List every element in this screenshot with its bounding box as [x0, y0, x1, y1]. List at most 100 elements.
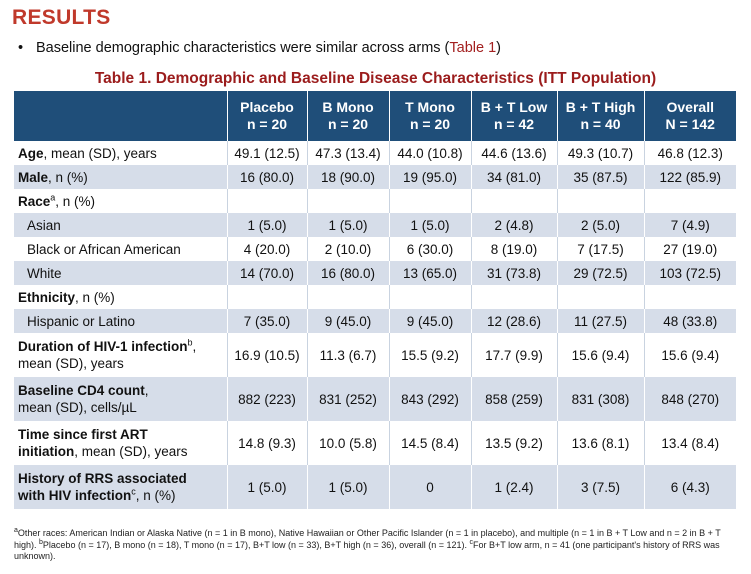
table-row-male: Male, n (%) 16 (80.0) 18 (90.0) 19 (95.0…: [14, 165, 736, 189]
row-label: Hispanic or Latino: [14, 309, 227, 333]
table-reference-link[interactable]: Table 1: [449, 40, 497, 56]
cell: 7 (17.5): [556, 237, 644, 261]
bullet-text: Baseline demographic characteristics wer…: [36, 40, 450, 56]
cell: 2 (4.8): [470, 213, 557, 237]
cell: 27 (19.0): [643, 237, 736, 261]
bullet-marker: •: [18, 40, 24, 56]
table-row-asian: Asian 1 (5.0) 1 (5.0) 1 (5.0) 2 (4.8) 2 …: [14, 213, 736, 237]
cell: 1 (5.0): [226, 213, 307, 237]
bullet-summary: • Baseline demographic characteristics we…: [18, 40, 501, 56]
table-row-black: Black or African American 4 (20.0) 2 (10…: [14, 237, 736, 261]
cell: 44.0 (10.8): [388, 141, 471, 165]
cell: [470, 285, 557, 309]
header-overall: Overall N = 142: [643, 91, 736, 141]
cell: 831 (308): [556, 377, 644, 421]
cell: 29 (72.5): [556, 261, 644, 285]
row-label: Baseline CD4 count, mean (SD), cells/µL: [14, 377, 227, 421]
cell: 8 (19.0): [470, 237, 557, 261]
table-row-cd4: Baseline CD4 count, mean (SD), cells/µL 8…: [14, 377, 736, 421]
table-row-white: White 14 (70.0) 16 (80.0) 13 (65.0) 31 (…: [14, 261, 736, 285]
cell: [643, 285, 736, 309]
table-row-race: Racea, n (%): [14, 189, 736, 213]
row-label: Asian: [14, 213, 227, 237]
table-footnote: aOther races: American Indian or Alaska …: [14, 527, 721, 561]
header-t-mono: T Mono n = 20: [388, 91, 471, 141]
cell: 16 (80.0): [306, 261, 389, 285]
cell: 12 (28.6): [470, 309, 557, 333]
row-label: Duration of HIV-1 infectionb, mean (SD), …: [14, 333, 227, 377]
cell: [306, 285, 389, 309]
cell: 1 (5.0): [388, 213, 471, 237]
table-title: Table 1. Demographic and Baseline Diseas…: [94, 70, 657, 87]
table-row-hispanic: Hispanic or Latino 7 (35.0) 9 (45.0) 9 (…: [14, 309, 736, 333]
results-heading: RESULTS: [12, 6, 111, 29]
cell: 17.7 (9.9): [470, 333, 557, 377]
table-row-ethnicity: Ethnicity, n (%): [14, 285, 736, 309]
row-label: Racea, n (%): [14, 189, 227, 213]
cell: 6 (30.0): [388, 237, 471, 261]
cell: 882 (223): [226, 377, 307, 421]
row-label: Time since first ART initiation, mean (SD…: [14, 421, 227, 465]
cell: 13.6 (8.1): [556, 421, 644, 465]
cell: [556, 285, 644, 309]
table-row-art: Time since first ART initiation, mean (SD…: [14, 421, 736, 465]
cell: 103 (72.5): [643, 261, 736, 285]
cell: [226, 285, 307, 309]
table-row-age: Age, mean (SD), years 49.1 (12.5) 47.3 (…: [14, 141, 736, 165]
cell: 9 (45.0): [388, 309, 471, 333]
cell: 858 (259): [470, 377, 557, 421]
cell: 11.3 (6.7): [306, 333, 389, 377]
cell: 848 (270): [643, 377, 736, 421]
cell: [556, 189, 644, 213]
header-bt-high: B + T High n = 40: [556, 91, 644, 141]
cell: [388, 189, 471, 213]
cell: 49.1 (12.5): [226, 141, 307, 165]
header-b-mono: B Mono n = 20: [306, 91, 389, 141]
cell: 15.6 (9.4): [643, 333, 736, 377]
cell: [306, 189, 389, 213]
cell: [643, 189, 736, 213]
cell: 16 (80.0): [226, 165, 307, 189]
row-label: Black or African American: [14, 237, 227, 261]
header-blank: [14, 91, 227, 141]
cell: 2 (10.0): [306, 237, 389, 261]
cell: 13.4 (8.4): [643, 421, 736, 465]
cell: 1 (5.0): [306, 213, 389, 237]
cell: 1 (2.4): [470, 465, 557, 509]
row-label: Ethnicity, n (%): [14, 285, 227, 309]
cell: 15.6 (9.4): [556, 333, 644, 377]
cell: 1 (5.0): [306, 465, 389, 509]
row-label: History of RRS associated with HIV infect…: [14, 465, 227, 509]
cell: 3 (7.5): [556, 465, 644, 509]
cell: 14.8 (9.3): [226, 421, 307, 465]
cell: 14 (70.0): [226, 261, 307, 285]
cell: [388, 285, 471, 309]
cell: 2 (5.0): [556, 213, 644, 237]
cell: 15.5 (9.2): [388, 333, 471, 377]
cell: 18 (90.0): [306, 165, 389, 189]
cell: 35 (87.5): [556, 165, 644, 189]
cell: 47.3 (13.4): [306, 141, 389, 165]
bullet-close: ): [496, 40, 501, 56]
header-placebo: Placebo n = 20: [226, 91, 307, 141]
cell: 31 (73.8): [470, 261, 557, 285]
cell: 122 (85.9): [643, 165, 736, 189]
cell: 9 (45.0): [306, 309, 389, 333]
row-label: Male, n (%): [14, 165, 227, 189]
row-label: Age, mean (SD), years: [14, 141, 227, 165]
demographics-table: Placebo n = 20 B Mono n = 20 T Mono n = 20 …: [14, 91, 736, 509]
cell: 46.8 (12.3): [643, 141, 736, 165]
cell: 44.6 (13.6): [470, 141, 557, 165]
table-row-duration: Duration of HIV-1 infectionb, mean (SD), …: [14, 333, 736, 377]
cell: 14.5 (8.4): [388, 421, 471, 465]
cell: 13.5 (9.2): [470, 421, 557, 465]
cell: [226, 189, 307, 213]
cell: 1 (5.0): [226, 465, 307, 509]
cell: 843 (292): [388, 377, 471, 421]
cell: 10.0 (5.8): [306, 421, 389, 465]
table-row-rrs: History of RRS associated with HIV infect…: [14, 465, 736, 509]
table-header-row: Placebo n = 20 B Mono n = 20 T Mono n = 20 …: [14, 91, 736, 141]
cell: 7 (4.9): [643, 213, 736, 237]
cell: 0: [388, 465, 471, 509]
cell: 7 (35.0): [226, 309, 307, 333]
